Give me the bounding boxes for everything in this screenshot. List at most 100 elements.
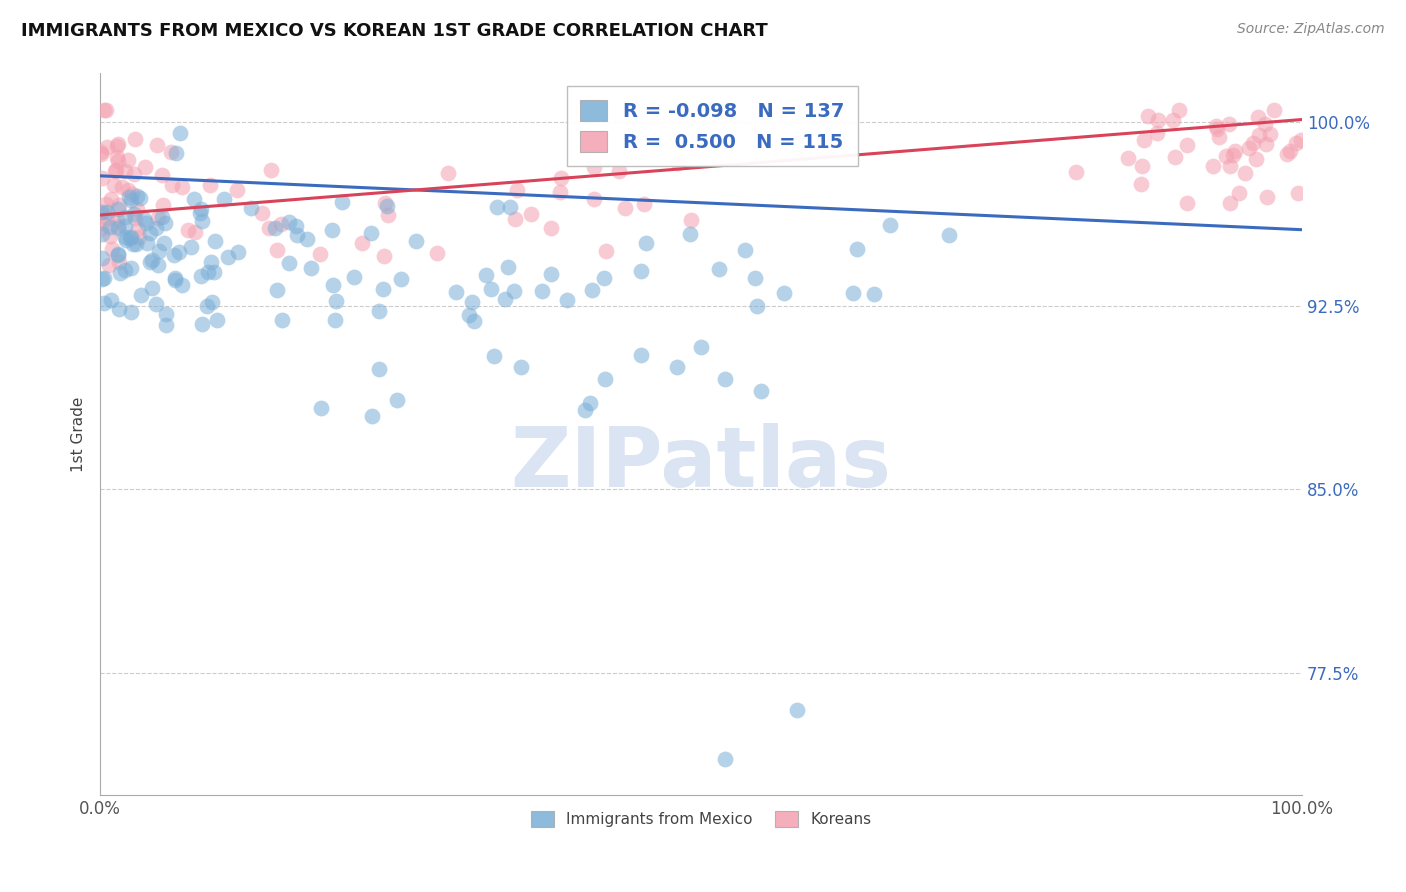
Point xyxy=(155,308,177,322)
Point xyxy=(374,195,396,210)
Point xyxy=(1256,190,1278,204)
Point xyxy=(152,168,174,182)
Point xyxy=(278,256,301,270)
Point xyxy=(139,254,162,268)
Point xyxy=(100,192,122,206)
Point xyxy=(1247,110,1270,124)
Point xyxy=(368,304,391,318)
Point xyxy=(91,251,114,265)
Point xyxy=(107,219,129,233)
Point xyxy=(212,192,235,206)
Point xyxy=(127,189,149,203)
Point xyxy=(607,164,630,178)
Point xyxy=(377,207,399,221)
Point xyxy=(190,268,212,283)
Point xyxy=(879,218,901,232)
Point xyxy=(1241,136,1264,151)
Point xyxy=(714,752,737,766)
Point xyxy=(1277,146,1299,161)
Point xyxy=(90,227,112,241)
Point xyxy=(153,216,176,230)
Point xyxy=(170,180,193,194)
Text: ZIPatlas: ZIPatlas xyxy=(510,423,891,504)
Point xyxy=(496,260,519,274)
Point xyxy=(1222,147,1244,161)
Point xyxy=(107,247,129,261)
Point xyxy=(299,260,322,275)
Point xyxy=(183,192,205,206)
Point xyxy=(101,243,124,257)
Point xyxy=(574,403,596,417)
Point xyxy=(105,213,128,227)
Point xyxy=(205,312,228,326)
Point xyxy=(295,232,318,246)
Point xyxy=(633,197,655,211)
Point xyxy=(389,272,412,286)
Point xyxy=(1202,159,1225,173)
Point xyxy=(128,230,150,244)
Point xyxy=(105,150,128,164)
Point xyxy=(479,282,502,296)
Point xyxy=(1246,152,1268,166)
Point xyxy=(270,217,292,231)
Legend: Immigrants from Mexico, Koreans: Immigrants from Mexico, Koreans xyxy=(523,804,879,835)
Point xyxy=(385,393,408,408)
Point xyxy=(257,221,280,235)
Point xyxy=(323,313,346,327)
Point xyxy=(581,283,603,297)
Point xyxy=(266,244,288,258)
Point xyxy=(117,153,139,168)
Point xyxy=(1289,133,1312,147)
Point xyxy=(330,195,353,210)
Point xyxy=(405,234,427,248)
Point xyxy=(1215,149,1237,163)
Point xyxy=(115,233,138,247)
Point xyxy=(93,271,115,285)
Point xyxy=(96,140,118,154)
Point xyxy=(163,247,186,261)
Point xyxy=(129,191,152,205)
Point xyxy=(373,249,395,263)
Point xyxy=(110,266,132,280)
Point xyxy=(845,242,868,256)
Point xyxy=(118,190,141,204)
Point xyxy=(259,162,281,177)
Point xyxy=(1205,122,1227,136)
Point xyxy=(165,145,187,160)
Point xyxy=(1147,113,1170,128)
Point xyxy=(1133,133,1156,147)
Point xyxy=(744,271,766,285)
Point xyxy=(93,215,115,229)
Point xyxy=(195,299,218,313)
Point xyxy=(202,265,225,279)
Point xyxy=(107,202,129,216)
Point xyxy=(436,166,458,180)
Point xyxy=(1136,109,1159,123)
Point xyxy=(325,293,347,308)
Point xyxy=(266,284,288,298)
Point xyxy=(190,202,212,216)
Point xyxy=(368,362,391,376)
Point xyxy=(734,243,756,257)
Point xyxy=(120,261,142,276)
Point xyxy=(499,200,522,214)
Point xyxy=(146,211,169,225)
Point xyxy=(1278,144,1301,158)
Y-axis label: 1st Grade: 1st Grade xyxy=(72,397,86,472)
Point xyxy=(125,237,148,252)
Point xyxy=(201,295,224,310)
Point xyxy=(114,219,136,234)
Point xyxy=(90,145,112,159)
Point xyxy=(218,250,240,264)
Point xyxy=(1263,103,1285,117)
Point xyxy=(135,216,157,230)
Point xyxy=(90,171,112,186)
Point xyxy=(285,228,308,243)
Point xyxy=(145,297,167,311)
Point xyxy=(96,211,118,225)
Point xyxy=(360,227,382,241)
Point xyxy=(134,212,156,227)
Point xyxy=(1175,137,1198,152)
Point xyxy=(122,207,145,221)
Point xyxy=(204,234,226,248)
